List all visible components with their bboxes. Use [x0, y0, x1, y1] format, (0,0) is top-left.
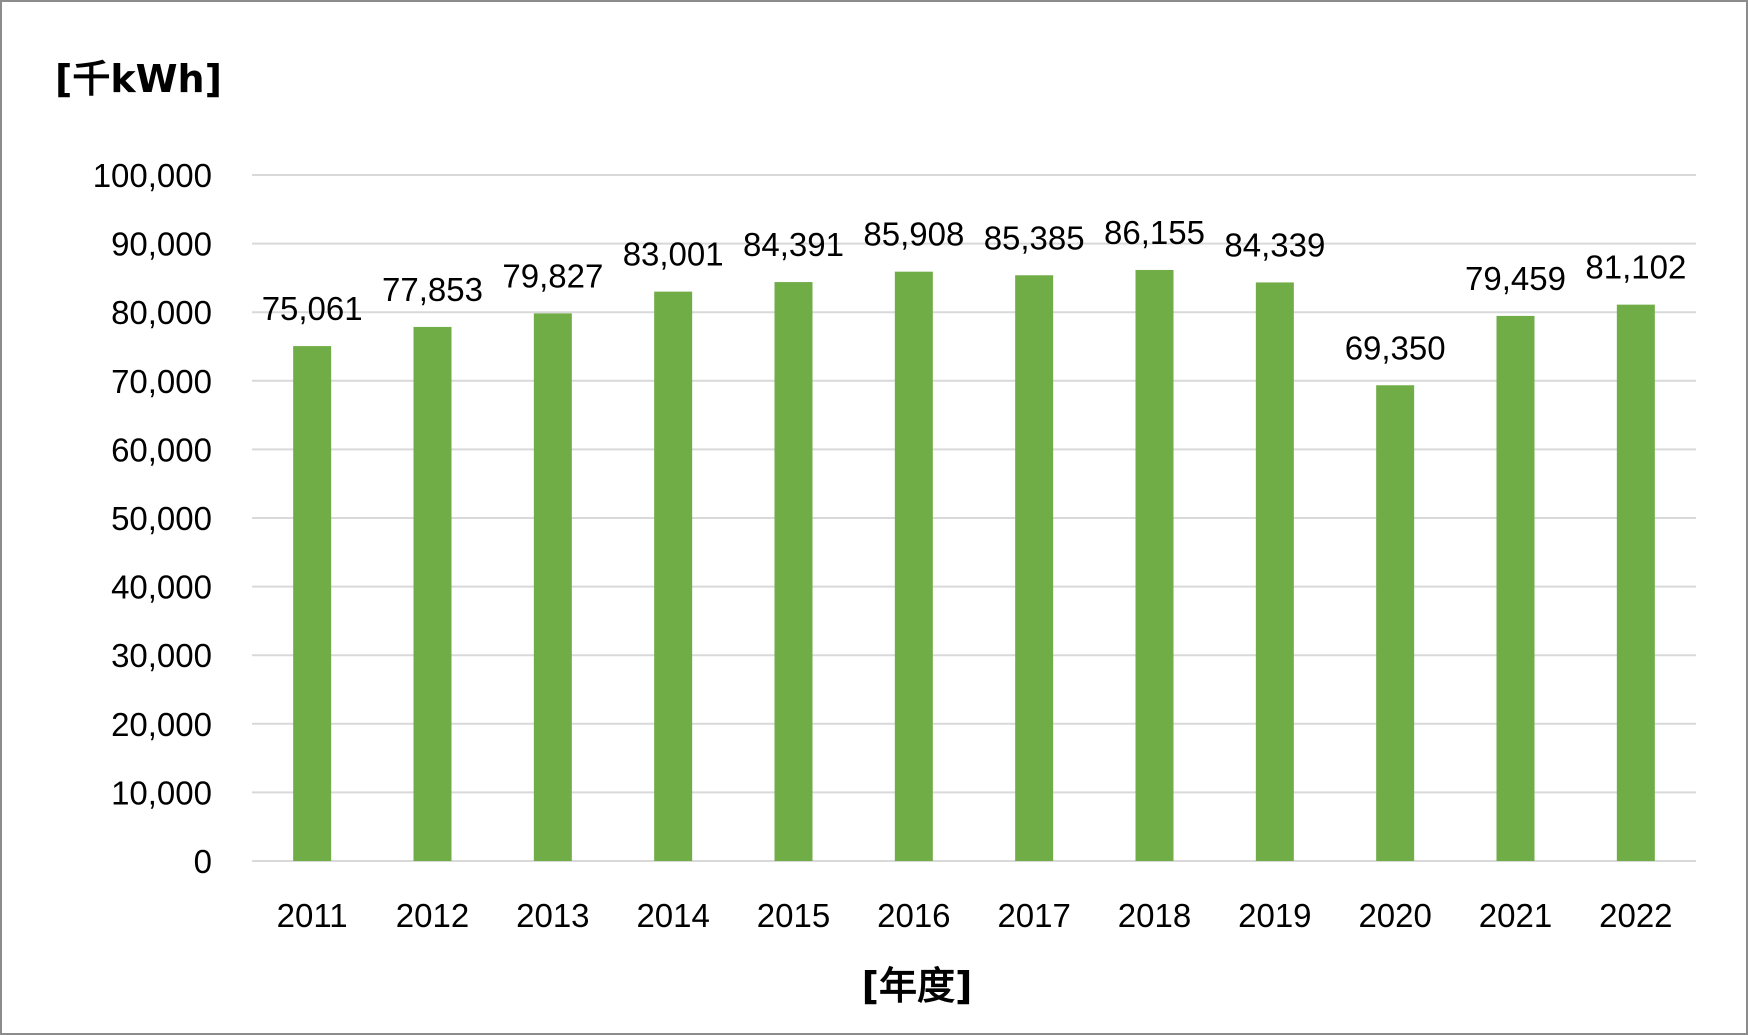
x-axis-ticks: 2011 2012 2013 2014 2015 2016 2017 2018 2019 2020… — [277, 897, 1673, 934]
data-label-2011: 75,061 — [262, 290, 363, 327]
y-tick-label: 90,000 — [111, 226, 212, 263]
bar-2021 — [1496, 315, 1535, 861]
y-tick-label: 50,000 — [111, 500, 212, 537]
x-tick-label: 2011 — [277, 897, 348, 934]
data-label-2021: 79,459 — [1465, 260, 1566, 297]
x-tick-label: 2014 — [636, 897, 709, 934]
data-label-2014: 83,001 — [623, 236, 724, 273]
x-tick-label: 2021 — [1479, 897, 1552, 934]
data-labels: 75,061 77,853 79,827 83,001 84,391 85,908 85,3… — [262, 214, 1687, 366]
bar-2011 — [293, 346, 332, 861]
bar-2017 — [1015, 275, 1054, 861]
data-label-2020: 69,350 — [1345, 329, 1446, 366]
data-label-2013: 79,827 — [502, 257, 603, 294]
data-label-2018: 86,155 — [1104, 214, 1205, 251]
x-tick-label: 2013 — [516, 897, 589, 934]
y-tick-label: 20,000 — [111, 706, 212, 743]
y-tick-label: 100,000 — [93, 157, 212, 194]
y-tick-label: 0 — [194, 843, 212, 880]
data-label-2017: 85,385 — [984, 219, 1085, 256]
y-tick-label: 10,000 — [111, 774, 212, 811]
data-label-2012: 77,853 — [382, 271, 483, 308]
x-tick-label: 2019 — [1238, 897, 1311, 934]
y-axis-ticks: 0 10,000 20,000 30,000 40,000 50,000 60,000 70,… — [93, 157, 212, 880]
x-tick-label: 2022 — [1599, 897, 1672, 934]
y-tick-label: 40,000 — [111, 569, 212, 606]
bar-2018 — [1135, 269, 1174, 862]
data-label-2019: 84,339 — [1224, 226, 1325, 263]
bar-2016 — [894, 271, 933, 861]
x-tick-label: 2020 — [1358, 897, 1431, 934]
bar-2012 — [413, 326, 452, 861]
data-label-2016: 85,908 — [863, 216, 964, 253]
x-tick-label: 2012 — [396, 897, 469, 934]
x-tick-label: 2016 — [877, 897, 950, 934]
x-axis-title: [年度] — [862, 964, 973, 1008]
data-label-2015: 84,391 — [743, 226, 844, 263]
bar-2013 — [533, 313, 572, 861]
y-tick-label: 80,000 — [111, 294, 212, 331]
bar-2015 — [774, 282, 813, 861]
gridlines — [252, 174, 1696, 862]
x-tick-label: 2017 — [997, 897, 1070, 934]
bars — [293, 269, 1655, 862]
y-tick-label: 30,000 — [111, 637, 212, 674]
y-axis-title: [千kWh] — [55, 57, 222, 101]
bar-2014 — [654, 291, 693, 861]
bar-2020 — [1376, 385, 1415, 861]
y-tick-label: 70,000 — [111, 363, 212, 400]
x-tick-label: 2015 — [757, 897, 830, 934]
data-label-2022: 81,102 — [1585, 249, 1686, 286]
bar-2022 — [1616, 304, 1655, 862]
y-tick-label: 60,000 — [111, 431, 212, 468]
bar-2019 — [1255, 282, 1294, 861]
x-tick-label: 2018 — [1118, 897, 1191, 934]
